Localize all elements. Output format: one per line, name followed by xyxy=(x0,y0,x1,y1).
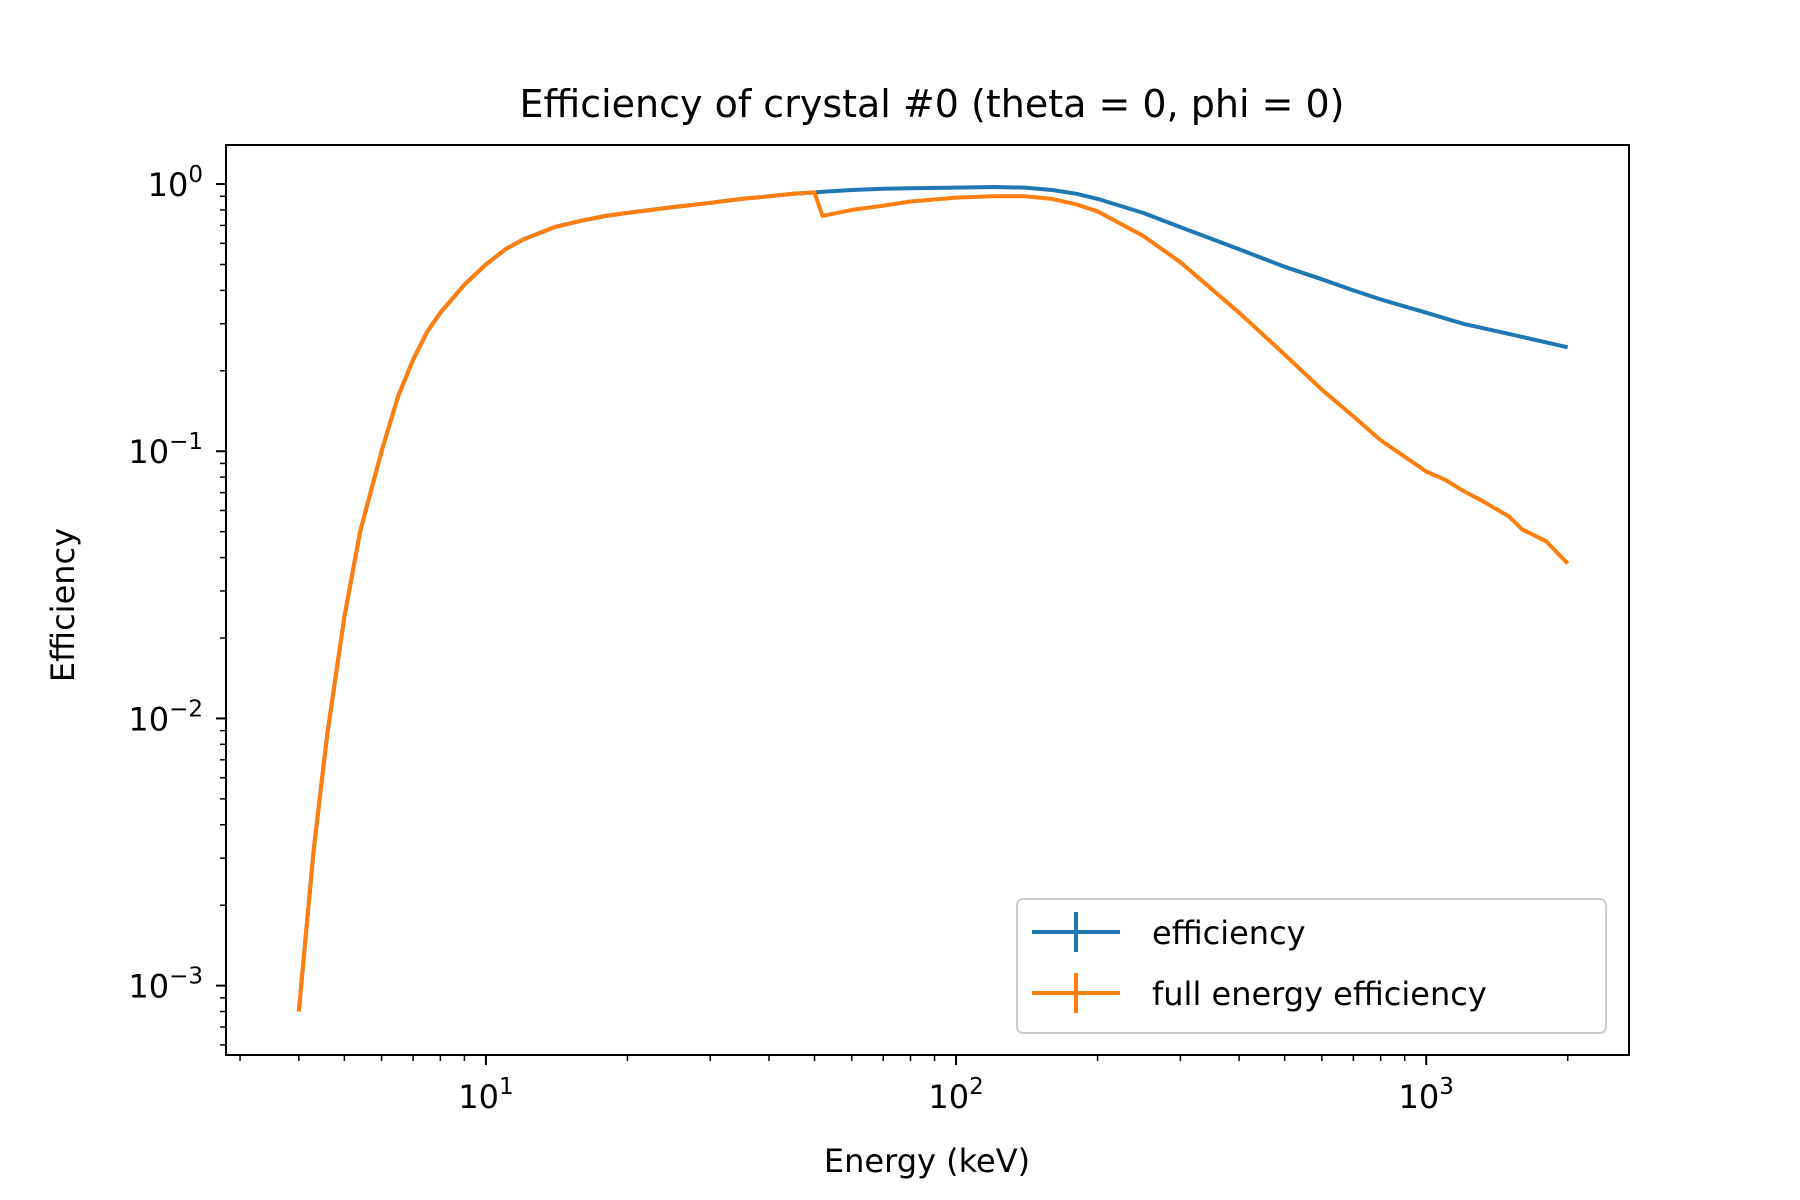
y-tick-label: 100 xyxy=(148,162,203,204)
series-layer xyxy=(296,185,1570,1012)
y-tick-label: 10−3 xyxy=(128,964,203,1006)
chart-title: Efficiency of crystal #0 (theta = 0, phi… xyxy=(519,82,1344,126)
y-tick-label: 10−1 xyxy=(128,429,203,471)
x-axis-label: Energy (keV) xyxy=(824,1142,1030,1180)
y-axis-label: Efficiency xyxy=(44,528,82,682)
y-axis-ticks: 10−3 10−2 10−1 100 xyxy=(128,162,226,1046)
plot-frame xyxy=(225,144,1630,1056)
x-axis-ticks: 101 102 103 xyxy=(239,1055,1569,1116)
x-tick-label: 103 xyxy=(1399,1074,1454,1116)
legend-label-full-energy-efficiency: full energy efficiency xyxy=(1152,975,1487,1013)
series-line-full-energy-efficiency xyxy=(296,190,1570,1012)
legend-label-efficiency: efficiency xyxy=(1152,914,1306,952)
y-tick-label: 10−2 xyxy=(128,696,203,738)
x-tick-label: 102 xyxy=(928,1074,983,1116)
legend: efficiency full energy efficiency xyxy=(1016,898,1607,1034)
legend-box xyxy=(1016,898,1607,1034)
x-tick-label: 101 xyxy=(458,1074,513,1116)
